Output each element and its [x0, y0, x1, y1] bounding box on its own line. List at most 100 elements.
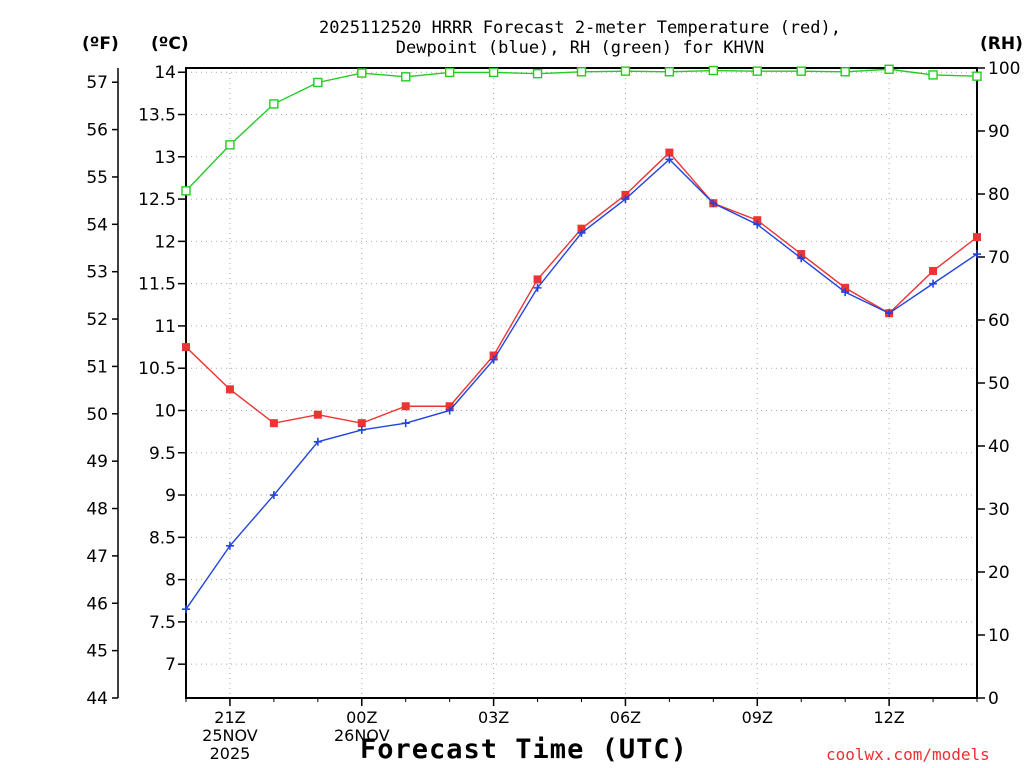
x-tick-label: 06Z — [610, 708, 641, 727]
x-tick-label: 2025 — [210, 744, 251, 763]
rh-tick-label: 100 — [988, 59, 1020, 79]
temperature-data-point — [182, 343, 190, 352]
celsius-tick-label: 10.5 — [138, 359, 176, 379]
dewpoint-data-point — [225, 541, 234, 550]
celsius-tick-label: 13.5 — [138, 106, 176, 126]
x-tick-label: 26NOV — [334, 726, 390, 745]
temperature-data-point — [753, 216, 762, 225]
dewpoint-data-point — [533, 283, 542, 292]
x-tick-label: 21Z — [214, 708, 245, 727]
dewpoint-data-point — [401, 419, 410, 428]
plot-frame — [185, 67, 978, 699]
rh-data-point — [972, 71, 982, 81]
temperature-data-point — [269, 419, 278, 428]
temperature-data-point — [797, 250, 806, 259]
temperature-data-point — [665, 148, 674, 157]
celsius-tick-label: 10 — [154, 401, 176, 421]
dewpoint-data-point — [621, 195, 630, 204]
rh-data-point — [269, 99, 279, 109]
dewpoint-data-point — [182, 605, 190, 614]
temperature-data-point — [841, 283, 850, 292]
fahrenheit-tick-label: 44 — [86, 689, 108, 709]
dewpoint-data-point — [489, 355, 498, 364]
rh-data-point — [708, 65, 719, 76]
temperature-data-point — [489, 351, 498, 360]
rh-tick-label: 20 — [988, 563, 1010, 583]
rh-data-point — [796, 66, 806, 76]
temperature-series-line — [185, 151, 978, 424]
fahrenheit-tick-label: 55 — [86, 168, 108, 188]
celsius-tick-label: 8 — [165, 571, 176, 591]
fahrenheit-tick-label: 51 — [86, 357, 108, 377]
fahrenheit-tick-label: 45 — [86, 642, 108, 662]
rh-tick-label: 90 — [988, 122, 1010, 142]
rh-data-point — [928, 70, 938, 80]
temperature-data-point — [973, 233, 981, 242]
rh-data-point — [488, 67, 499, 78]
temperature-data-point — [313, 410, 322, 419]
rh-data-point — [401, 72, 411, 82]
fahrenheit-tick-label: 53 — [86, 263, 108, 283]
rh-data-point — [532, 68, 543, 79]
fahrenheit-tick-label: 50 — [86, 405, 108, 425]
rh-data-point — [181, 186, 191, 196]
fahrenheit-tick-label: 54 — [86, 215, 108, 235]
x-tick-label: 00Z — [346, 708, 377, 727]
celsius-tick-label: 13 — [154, 148, 176, 168]
celsius-tick-label: 9 — [165, 486, 176, 506]
rh-data-point — [884, 64, 894, 74]
chart-title-line-1: 2025112520 HRRR Forecast 2-meter Tempera… — [319, 18, 841, 38]
rh-tick-label: 60 — [988, 311, 1010, 331]
rh-data-point — [225, 140, 235, 150]
rh-tick-label: 0 — [988, 689, 999, 709]
dewpoint-data-point — [709, 199, 718, 208]
temperature-data-point — [357, 419, 366, 428]
rh-tick-label: 10 — [988, 626, 1010, 646]
rh-tick-label: 70 — [988, 248, 1010, 268]
celsius-tick-label: 12 — [154, 232, 176, 252]
temperature-data-point — [621, 190, 630, 199]
temperature-data-point — [445, 402, 454, 411]
rh-tick-label: 80 — [988, 185, 1010, 205]
fahrenheit-tick-label: 49 — [86, 452, 108, 472]
temperature-data-point — [533, 275, 542, 284]
dewpoint-data-point — [445, 406, 454, 415]
dewpoint-data-point — [841, 288, 850, 297]
rh-data-point — [444, 67, 455, 78]
fahrenheit-tick-label: 48 — [86, 500, 108, 520]
dewpoint-data-point — [269, 491, 278, 500]
dewpoint-data-point — [313, 437, 322, 446]
rh-data-point — [620, 66, 631, 76]
x-tick-label: 12Z — [873, 708, 904, 727]
fahrenheit-tick-label: 52 — [86, 310, 108, 330]
fahrenheit-unit-label: (ºF) — [82, 34, 119, 54]
rh-tick-label: 30 — [988, 500, 1010, 520]
dewpoint-data-point — [929, 279, 938, 288]
rh-unit-label: (RH) — [980, 34, 1023, 54]
celsius-tick-label: 7.5 — [149, 613, 176, 633]
temperature-data-point — [401, 402, 410, 411]
rh-data-point — [840, 67, 850, 77]
celsius-tick-label: 8.5 — [149, 528, 176, 548]
dewpoint-data-point — [753, 220, 762, 229]
rh-tick-label: 50 — [988, 374, 1010, 394]
temperature-data-point — [577, 224, 586, 233]
dewpoint-data-point — [885, 309, 894, 318]
temperature-data-point — [225, 385, 234, 394]
rh-data-point — [576, 67, 587, 77]
celsius-unit-label: (ºC) — [151, 34, 189, 54]
rh-tick-label: 40 — [988, 437, 1010, 457]
dewpoint-data-point — [797, 254, 806, 263]
temperature-data-point — [929, 266, 938, 275]
x-axis-label: Forecast Time (UTC) — [360, 734, 688, 765]
x-tick-label: 09Z — [742, 708, 773, 727]
dewpoint-data-point — [577, 228, 586, 237]
watermark: coolwx.com/models — [826, 745, 990, 764]
celsius-tick-label: 14 — [154, 63, 176, 83]
celsius-tick-label: 9.5 — [149, 444, 176, 464]
fahrenheit-tick-label: 56 — [86, 121, 108, 141]
fahrenheit-tick-label: 46 — [86, 594, 108, 614]
dewpoint-data-point — [973, 250, 981, 259]
rh-data-point — [752, 66, 762, 76]
